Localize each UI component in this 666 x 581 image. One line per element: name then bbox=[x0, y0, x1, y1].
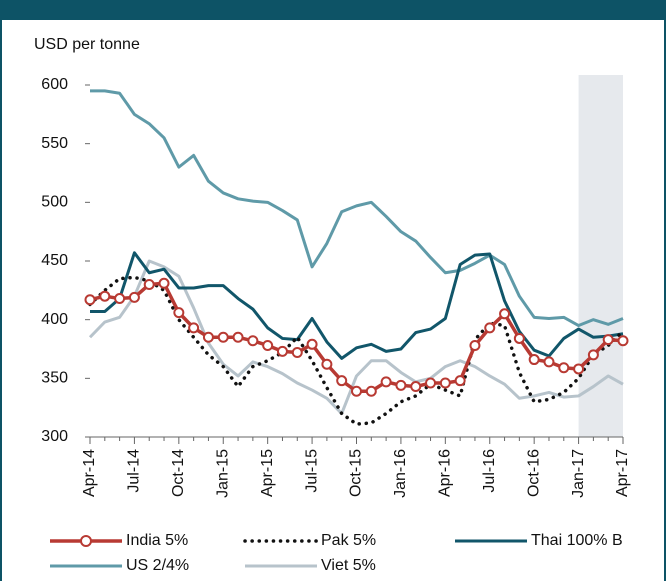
data-point bbox=[587, 349, 599, 361]
x-tick-label: Apr-16 bbox=[437, 449, 454, 497]
data-point bbox=[617, 335, 629, 347]
y-tick-label: 350 bbox=[41, 370, 68, 387]
data-point bbox=[306, 338, 318, 350]
header-bar bbox=[0, 0, 666, 20]
x-tick-label: Jul-15 bbox=[303, 449, 320, 493]
data-point bbox=[602, 334, 614, 346]
frame-right bbox=[664, 0, 666, 581]
series-line bbox=[88, 259, 624, 416]
x-tick-label: Jan-17 bbox=[570, 449, 587, 498]
data-point bbox=[469, 339, 481, 351]
data-point bbox=[158, 277, 170, 289]
data-point bbox=[425, 377, 437, 389]
data-point bbox=[99, 290, 111, 302]
highlight-region bbox=[578, 75, 623, 437]
data-point bbox=[365, 385, 377, 397]
data-point bbox=[380, 376, 392, 388]
x-tick-label: Jan-15 bbox=[214, 449, 231, 498]
data-point bbox=[336, 375, 348, 387]
legend-label: Thai 100% B bbox=[531, 532, 623, 549]
series-line bbox=[90, 89, 624, 328]
data-point bbox=[528, 354, 540, 366]
x-tick-label: Oct-15 bbox=[348, 449, 365, 497]
y-axis-label: USD per tonne bbox=[34, 36, 140, 53]
series-line bbox=[90, 251, 624, 360]
legend-label: US 2/4% bbox=[126, 557, 189, 574]
data-point bbox=[291, 347, 303, 359]
data-point bbox=[513, 332, 525, 344]
x-tick-label: Apr-17 bbox=[614, 449, 631, 497]
data-point bbox=[173, 307, 185, 319]
series-line bbox=[88, 275, 625, 426]
legend-label: Viet 5% bbox=[321, 557, 376, 574]
x-tick-label: Jan-16 bbox=[392, 449, 409, 498]
data-point bbox=[543, 356, 555, 368]
legend-label: Pak 5% bbox=[321, 532, 376, 549]
data-point bbox=[262, 339, 274, 351]
data-point bbox=[247, 335, 259, 347]
data-point bbox=[143, 278, 155, 290]
legend-label: India 5% bbox=[126, 532, 188, 549]
data-point bbox=[84, 294, 96, 306]
frame-left bbox=[0, 0, 2, 581]
x-tick-label: Oct-16 bbox=[525, 449, 542, 497]
data-point bbox=[128, 291, 140, 303]
data-point bbox=[276, 345, 288, 357]
y-tick-label: 600 bbox=[41, 76, 68, 93]
y-tick-label: 550 bbox=[41, 135, 68, 152]
data-point bbox=[188, 322, 200, 334]
data-point bbox=[454, 375, 466, 387]
y-tick-label: 400 bbox=[41, 311, 68, 328]
data-point bbox=[351, 385, 362, 397]
x-tick-label: Jul-14 bbox=[126, 449, 143, 493]
data-point bbox=[558, 362, 570, 374]
data-point bbox=[439, 377, 451, 389]
y-tick-label: 300 bbox=[41, 428, 68, 445]
y-tick-label: 500 bbox=[41, 194, 68, 211]
legend-marker bbox=[80, 535, 92, 547]
x-tick-label: Oct-14 bbox=[170, 449, 187, 497]
data-point bbox=[484, 322, 496, 334]
data-point bbox=[321, 358, 333, 370]
data-point bbox=[114, 293, 126, 305]
data-point bbox=[202, 331, 214, 343]
data-point bbox=[499, 308, 511, 320]
data-point bbox=[217, 331, 229, 343]
x-tick-label: Jul-16 bbox=[481, 449, 498, 493]
y-tick-label: 450 bbox=[41, 252, 68, 269]
data-point bbox=[573, 363, 585, 375]
x-tick-label: Apr-14 bbox=[81, 449, 98, 497]
x-tick-label: Apr-15 bbox=[259, 449, 276, 497]
data-point bbox=[395, 379, 407, 391]
data-point bbox=[232, 331, 244, 343]
data-point bbox=[410, 381, 422, 393]
